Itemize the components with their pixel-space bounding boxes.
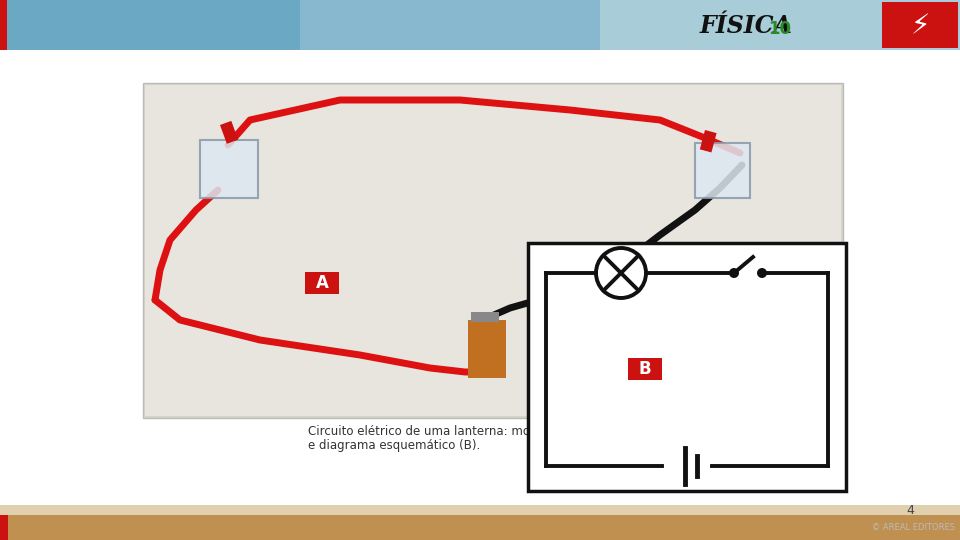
Bar bbox=[0, 0, 7, 50]
Bar bbox=[200, 140, 258, 198]
Circle shape bbox=[757, 268, 767, 278]
Bar bbox=[220, 121, 238, 144]
Text: ⚡: ⚡ bbox=[910, 12, 929, 40]
Bar bbox=[882, 2, 958, 48]
Bar bbox=[468, 320, 506, 378]
Text: © AREAL EDITORES: © AREAL EDITORES bbox=[872, 523, 955, 532]
Bar bbox=[700, 130, 716, 152]
Bar bbox=[695, 143, 750, 198]
Bar bbox=[143, 83, 843, 418]
Bar bbox=[145, 85, 841, 416]
Bar bbox=[0, 515, 960, 540]
Text: Circuito elétrico de uma lanterna: montagem (A): Circuito elétrico de uma lanterna: monta… bbox=[308, 426, 597, 438]
Circle shape bbox=[729, 268, 739, 278]
Bar bbox=[0, 515, 8, 540]
Bar bbox=[305, 272, 339, 294]
Text: A: A bbox=[316, 274, 328, 292]
Bar bbox=[0, 0, 600, 50]
Bar bbox=[628, 358, 662, 380]
Text: e diagrama esquemático (B).: e diagrama esquemático (B). bbox=[308, 440, 480, 453]
Text: FÍSICA: FÍSICA bbox=[700, 14, 793, 38]
Bar bbox=[0, 505, 960, 515]
Text: 4: 4 bbox=[906, 503, 914, 516]
Bar bbox=[528, 243, 846, 491]
Text: B: B bbox=[638, 360, 651, 378]
Bar bbox=[0, 0, 300, 50]
Text: 10: 10 bbox=[768, 20, 791, 38]
Bar bbox=[0, 0, 960, 50]
Bar bbox=[471, 312, 499, 322]
